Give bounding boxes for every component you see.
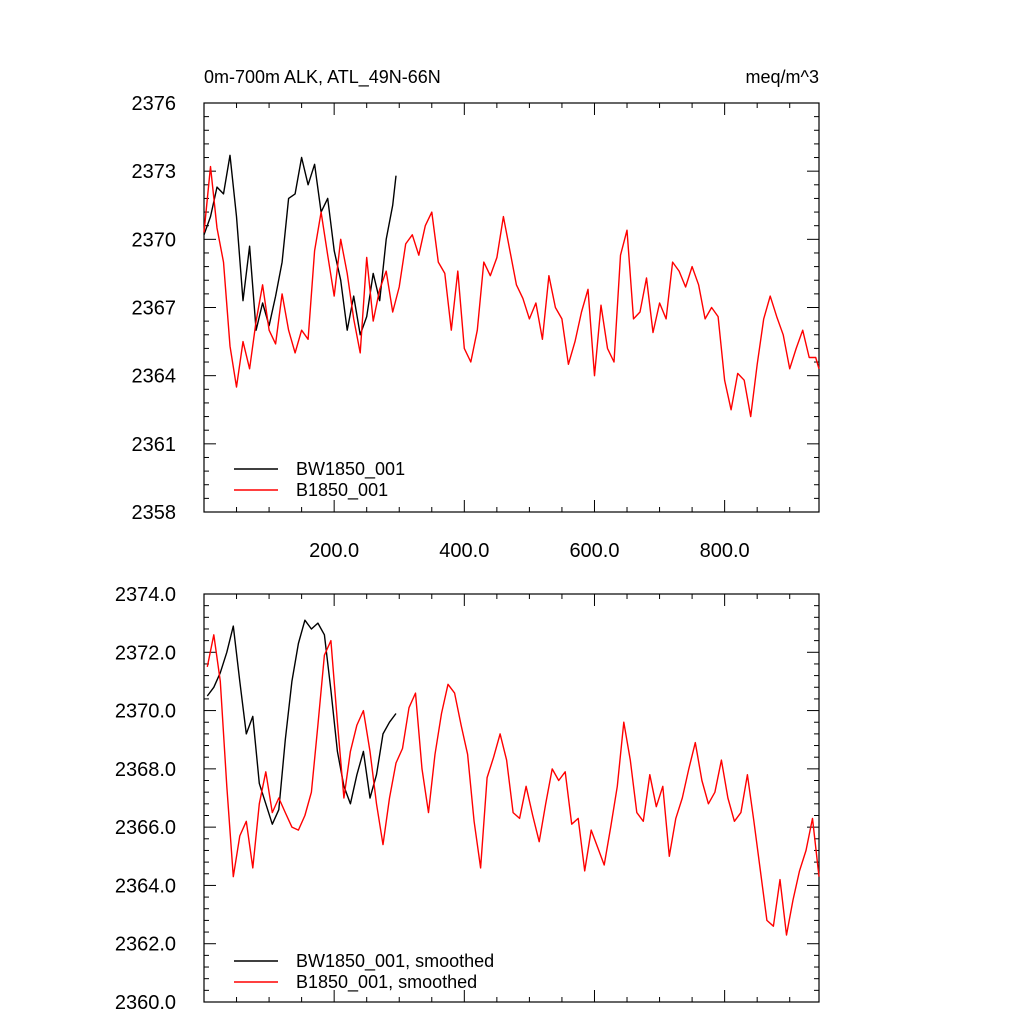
top-series-lines bbox=[203, 154, 820, 418]
top-x-tick-label: 600.0 bbox=[569, 540, 619, 562]
top-y-tick-labels: 2358 2361 2364 2367 2370 2373 2376 bbox=[132, 93, 177, 524]
top-panel: 0m-700m ALK, ATL_49N-66N meq/m^3 2358 236… bbox=[132, 67, 820, 562]
bottom-y-tick-label: 2372.0 bbox=[115, 642, 176, 664]
top-legend-label-1: BW1850_001 bbox=[296, 459, 405, 480]
bottom-y-tick-label: 2364.0 bbox=[115, 875, 176, 897]
bottom-legend-label-2: B1850_001, smoothed bbox=[296, 972, 477, 993]
top-x-tick-label: 200.0 bbox=[309, 540, 359, 562]
top-x-tick-label: 800.0 bbox=[700, 540, 750, 562]
bottom-y-tick-labels: 2360.0 2362.0 2364.0 2366.0 2368.0 2370.0 2372… bbox=[115, 584, 176, 1014]
top-y-tick-label: 2373 bbox=[132, 161, 177, 183]
bottom-y-tick-label: 2362.0 bbox=[115, 934, 176, 956]
bottom-panel: 2360.0 2362.0 2364.0 2366.0 2368.0 2370.0 2372… bbox=[115, 584, 820, 1014]
bottom-y-tick-label: 2374.0 bbox=[115, 584, 176, 606]
top-panel-title: 0m-700m ALK, ATL_49N-66N bbox=[204, 67, 441, 88]
top-y-tick-label: 2358 bbox=[132, 502, 177, 524]
top-y-tick-label: 2376 bbox=[132, 93, 177, 115]
top-series-line-1 bbox=[203, 154, 397, 336]
bottom-y-tick-label: 2368.0 bbox=[115, 759, 176, 781]
top-y-tick-label: 2364 bbox=[132, 366, 177, 388]
bottom-series-line-2 bbox=[206, 634, 820, 936]
bottom-legend-label-1: BW1850_001, smoothed bbox=[296, 951, 494, 972]
bottom-plot-frame bbox=[203, 593, 820, 1003]
bottom-y-tick-label: 2366.0 bbox=[115, 817, 176, 839]
top-legend-label-2: B1850_001 bbox=[296, 480, 388, 501]
top-y-tick-label: 2361 bbox=[132, 434, 177, 456]
top-y-tick-label: 2370 bbox=[132, 229, 177, 251]
top-x-tick-labels: 200.0 400.0 600.0 800.0 bbox=[309, 540, 750, 562]
bottom-y-tick-label: 2360.0 bbox=[115, 992, 176, 1014]
top-y-tick-label: 2367 bbox=[132, 298, 177, 320]
top-panel-units: meq/m^3 bbox=[746, 67, 819, 87]
bottom-axis-ticks bbox=[204, 593, 819, 1003]
bottom-series-line-1 bbox=[206, 619, 397, 825]
top-x-tick-label: 400.0 bbox=[439, 540, 489, 562]
top-axis-ticks bbox=[204, 102, 819, 513]
top-series-line-2 bbox=[203, 165, 820, 418]
bottom-y-tick-label: 2370.0 bbox=[115, 701, 176, 723]
bottom-series-lines bbox=[206, 619, 820, 936]
